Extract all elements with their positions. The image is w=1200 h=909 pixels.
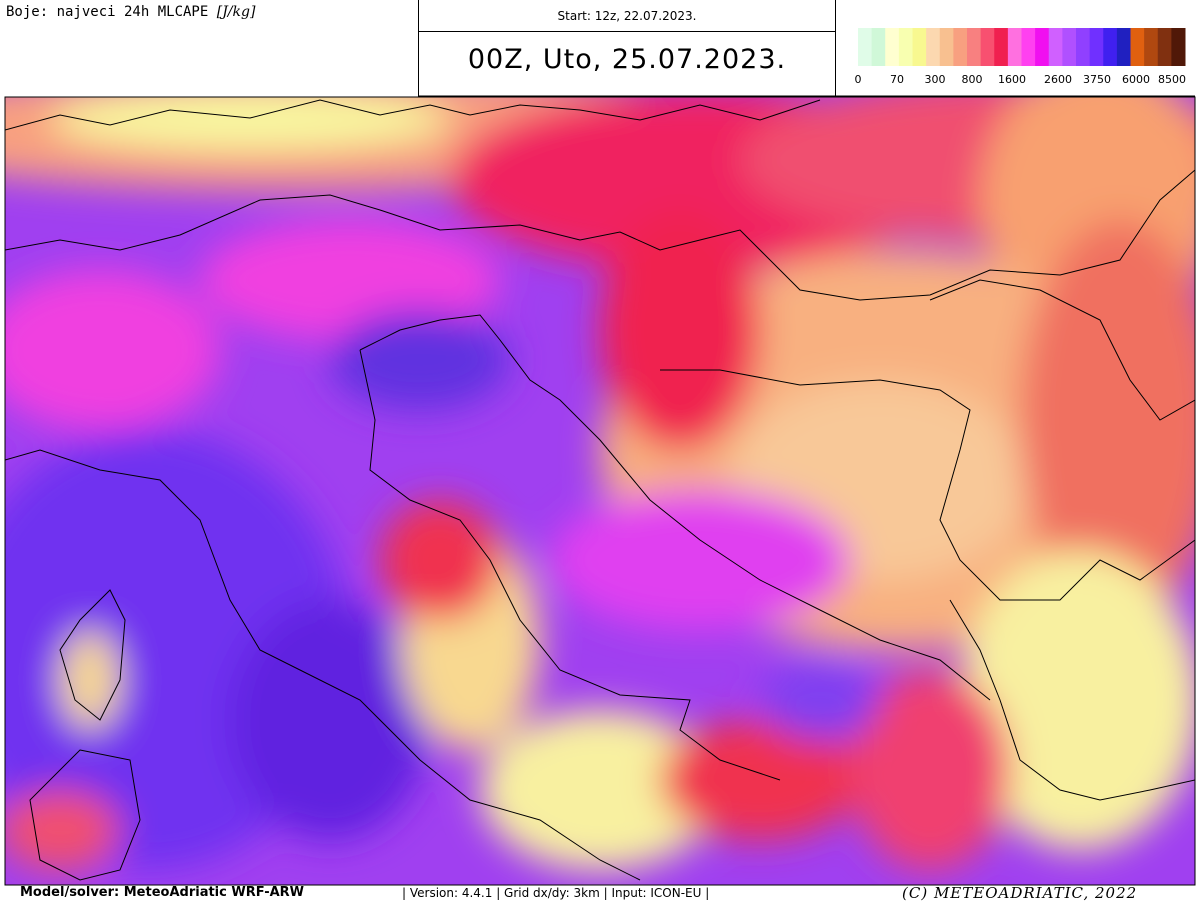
field-name: Boje: najveci 24h MLCAPE: [6, 4, 209, 20]
unit: [J/kg]: [216, 4, 256, 20]
colorbar-cell: [1007, 28, 1022, 66]
colorbar-label: 8500: [1158, 73, 1186, 86]
colorbar-label: 3750: [1083, 73, 1111, 86]
field-label: Boje: najveci 24h MLCAPE [J/kg]: [6, 4, 255, 20]
colorbar-label: 6000: [1122, 73, 1150, 86]
footer-copyright: (C) METEOADRIATIC, 2022: [902, 884, 1138, 902]
map: [5, 97, 1195, 885]
colorbar-cell: [871, 28, 886, 66]
colorbar-cell: [1048, 28, 1063, 66]
colorbar-cell: [994, 28, 1009, 66]
colorbar: 0 70 300 800 1600 2600 3750 6000 8500: [855, 28, 1186, 86]
colorbar-label: 0: [855, 73, 862, 86]
colorbar-cell: [967, 28, 982, 66]
colorbar-cell: [1130, 28, 1145, 66]
footer-model: Model/solver: MeteoAdriatic WRF-ARW: [20, 885, 305, 900]
borders: [5, 99, 1195, 881]
colorbar-cell: [1076, 28, 1091, 66]
colorbar-cell: [1062, 28, 1077, 66]
colorbar-cell: [1116, 28, 1131, 66]
colorbar-cell: [1157, 28, 1172, 66]
colorbar-cell: [1171, 28, 1186, 66]
colorbar-cell: [980, 28, 995, 66]
colorbar-cell: [1103, 28, 1118, 66]
start-time: Start: 12z, 22.07.2023.: [557, 9, 697, 23]
divider: [419, 31, 835, 32]
colorbar-cell: [912, 28, 927, 66]
colorbar-label: 800: [962, 73, 983, 86]
map-frame: [4, 96, 1196, 886]
colorbar-cell: [898, 28, 913, 66]
footer-info: | Version: 4.4.1 | Grid dx/dy: 3km | Inp…: [402, 886, 710, 900]
colorbar-cell: [926, 28, 941, 66]
colorbar-label: 1600: [998, 73, 1026, 86]
colorbar-cell: [953, 28, 968, 66]
colorbar-cell: [1144, 28, 1159, 66]
colorbar-cell: [939, 28, 954, 66]
time-box: Start: 12z, 22.07.2023. 00Z, Uto, 25.07.…: [418, 0, 836, 96]
colorbar-label: 70: [890, 73, 904, 86]
colorbar-cell: [858, 28, 873, 66]
colorbar-cell: [1035, 28, 1050, 66]
colorbar-cell: [1021, 28, 1036, 66]
colorbar-cell: [885, 28, 900, 66]
valid-time: 00Z, Uto, 25.07.2023.: [467, 44, 787, 75]
colorbar-label: 300: [925, 73, 946, 86]
colorbar-cell: [1089, 28, 1104, 66]
colorbar-label: 2600: [1044, 73, 1072, 86]
